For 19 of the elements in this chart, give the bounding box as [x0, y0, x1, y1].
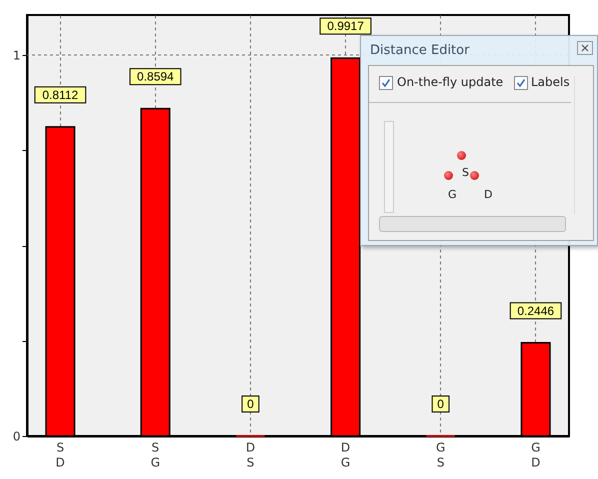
x-tick-label: D G [340, 440, 350, 470]
annotation: Labels [531, 75, 570, 89]
annotation: On-the-fly update [397, 75, 504, 89]
data-label: 0.2446 [517, 304, 554, 318]
data-label: 0 [247, 397, 254, 411]
annotation: G [448, 188, 457, 201]
x-tick-label: S G [150, 440, 160, 470]
x-tick-label: G S [436, 440, 446, 470]
data-label: 0 [437, 397, 444, 411]
x-tick-label: G D [531, 440, 540, 470]
y-tick-label: 1 [12, 48, 20, 63]
data-label: 0.8112 [42, 88, 79, 102]
x-tick-label: S D [56, 440, 65, 470]
x-tick-label: D S [246, 440, 256, 470]
data-label: 0.8594 [137, 70, 174, 84]
annotation: Distance Editor [370, 43, 470, 58]
annotation: S [462, 166, 469, 179]
annotation: D [484, 188, 492, 201]
data-label: 0.9917 [327, 19, 364, 34]
